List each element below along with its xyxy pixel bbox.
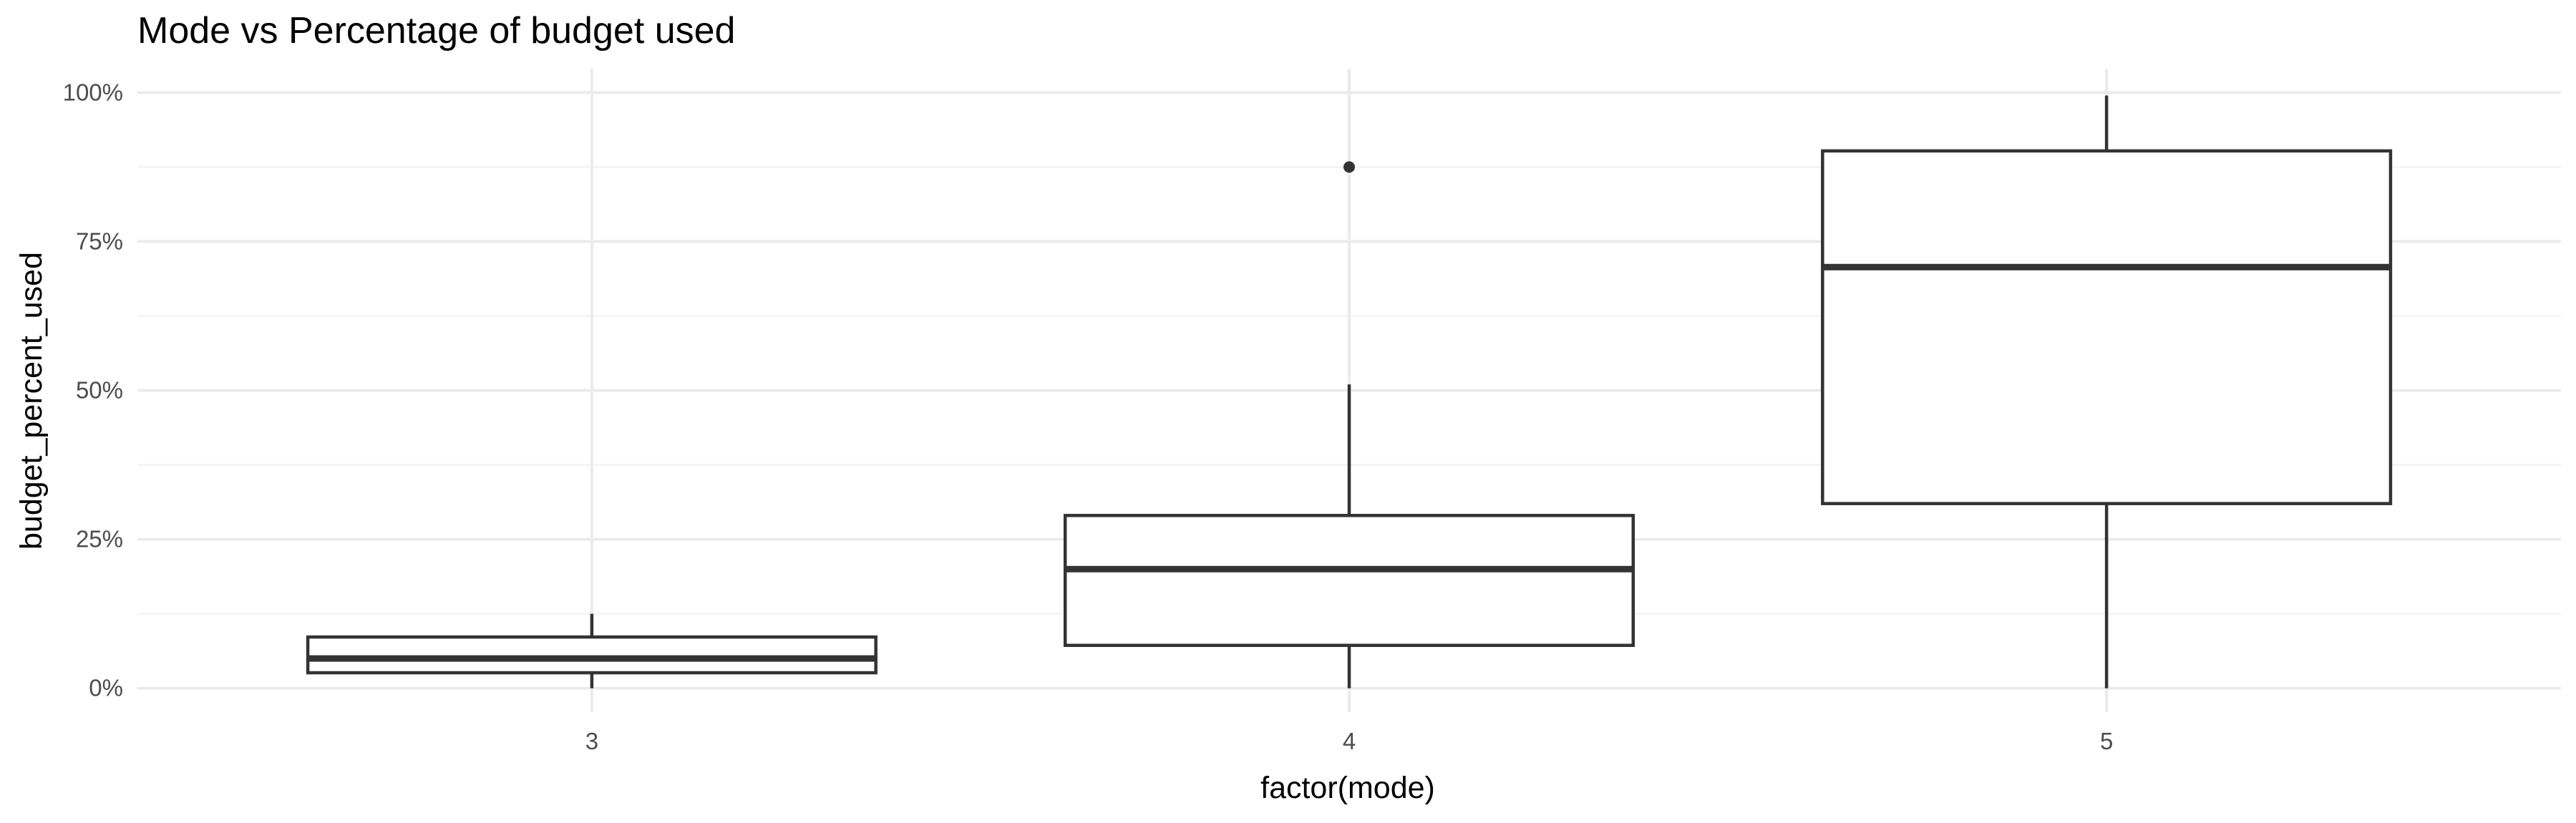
x-axis-ticks: 3 4 5 [585, 728, 2114, 754]
outlier-point [1343, 161, 1355, 173]
box-iqr [306, 635, 878, 675]
y-tick-label: 100% [63, 79, 123, 105]
boxplot-4 [1063, 161, 1635, 688]
x-tick-label: 3 [585, 728, 598, 754]
y-tick-label: 25% [76, 526, 123, 552]
box-iqr [1063, 514, 1635, 648]
y-axis-ticks: 0% 25% 50% 75% 100% [63, 79, 123, 701]
y-tick-label: 75% [76, 228, 123, 254]
y-axis-title: budget_percent_used [14, 252, 49, 550]
x-tick-label: 5 [2100, 728, 2113, 754]
boxplot-boxes [306, 95, 2393, 688]
boxplot-5 [1821, 95, 2393, 688]
y-tick-label: 0% [89, 675, 123, 701]
boxplot-3 [306, 613, 878, 688]
chart-title: Mode vs Percentage of budget used [137, 10, 735, 52]
x-axis-title: factor(mode) [1260, 771, 1435, 805]
y-tick-label: 50% [76, 377, 123, 404]
box-iqr [1821, 149, 2393, 505]
x-tick-label: 4 [1343, 728, 1356, 754]
